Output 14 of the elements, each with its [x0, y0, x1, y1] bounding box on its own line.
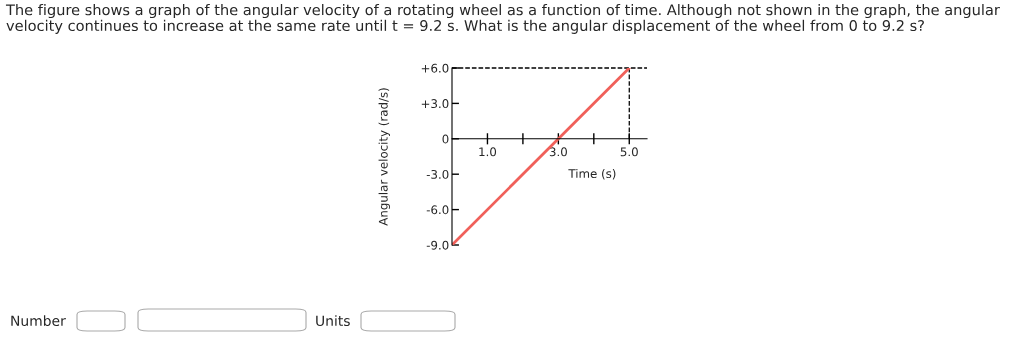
text: Number: [11, 315, 66, 327]
text: Units: [316, 315, 350, 327]
y-tick-label: +3.0: [421, 99, 449, 109]
x-tick-label: 3.0: [549, 147, 567, 157]
x-tick-label: 1.0: [479, 147, 497, 157]
y-tick-label: -3.0: [426, 169, 449, 179]
y-tick-label: +6.0: [421, 63, 449, 73]
x-tick-label: 5.0: [620, 147, 638, 157]
y-tick-label: 0: [442, 134, 449, 144]
y-tick-label: -9.0: [426, 240, 449, 250]
y-tick-label: -6.0: [426, 205, 449, 215]
chart-title: The figure shows a graph of the angular velocity of a rotating wheel as a function of time. Although not shown in the graph, the angular velocity continues to increase at the same rate until t = 9.2 s. What is the angular displacement of the wheel from 0 to 9.2 s?: [5, 4, 1000, 34]
x-axis-title: Time (s): [568, 168, 616, 180]
y-axis-title: Angular velocity (rad/s): [378, 88, 390, 226]
